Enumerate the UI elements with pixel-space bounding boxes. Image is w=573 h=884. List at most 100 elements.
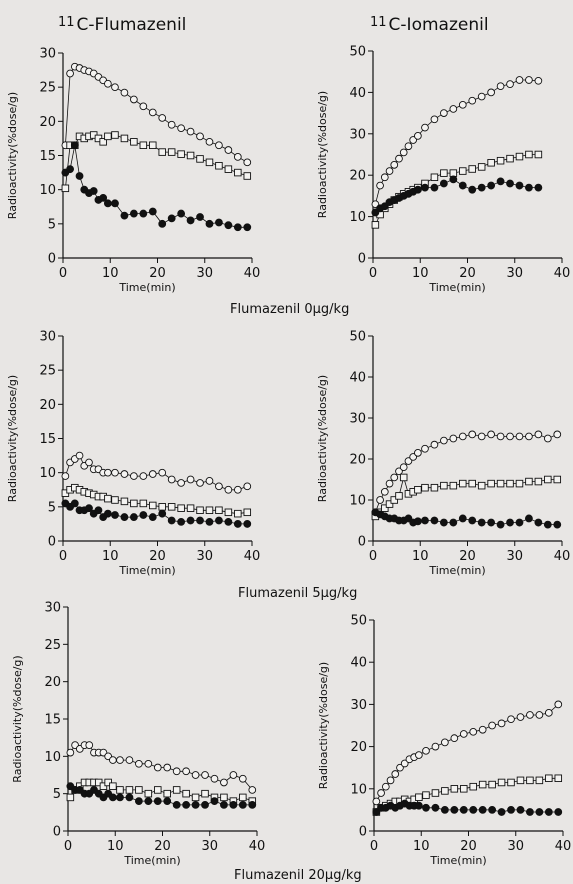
data-point-open-square <box>431 789 440 797</box>
data-point-filled-circle <box>487 518 496 527</box>
data-point-filled-circle <box>134 797 143 806</box>
data-point-open-circle <box>186 475 195 484</box>
data-point-open-circle <box>399 463 408 472</box>
data-point-open-circle <box>229 771 238 779</box>
data-point-open-circle <box>450 734 459 743</box>
y-tick-label: 10 <box>350 782 367 797</box>
data-point-open-square <box>440 481 448 490</box>
data-point-filled-circle <box>139 209 148 218</box>
data-point-filled-circle <box>458 514 467 523</box>
data-point-filled-circle <box>506 179 514 188</box>
panel-iomazenil-20: 0 10 20 30 40 50 0 10 20 30 40 Time(min) Radioactivi… <box>317 614 571 868</box>
data-point-open-circle <box>243 158 252 167</box>
data-point-open-circle <box>376 496 384 504</box>
data-point-filled-circle <box>148 207 157 216</box>
y-tick-label: 50 <box>350 614 367 629</box>
data-point-open-square <box>545 774 553 783</box>
data-point-open-square <box>468 479 476 488</box>
data-point-open-circle <box>376 181 384 190</box>
data-point-open-square <box>177 150 185 158</box>
data-point-open-square <box>172 786 181 794</box>
data-point-open-square <box>149 141 157 149</box>
x-tick-label: 20 <box>459 549 476 564</box>
y-tick-label: 5 <box>48 217 56 232</box>
data-point-open-square <box>144 789 153 798</box>
data-point-filled-circle <box>477 183 486 192</box>
data-point-filled-circle <box>422 803 430 812</box>
column-title-iomazenil: 11 C-Iomazenil <box>370 15 489 35</box>
data-point-filled-circle <box>414 801 423 810</box>
data-point-open-circle <box>177 124 185 133</box>
data-point-open-circle <box>496 432 505 441</box>
y-tick-label: 20 <box>349 453 366 468</box>
data-point-open-circle <box>459 730 468 738</box>
data-point-filled-circle <box>534 518 543 527</box>
data-point-open-square <box>381 504 389 512</box>
data-point-filled-circle <box>469 806 478 814</box>
data-point-open-circle <box>496 82 505 91</box>
data-point-open-circle <box>421 444 429 453</box>
data-point-open-square <box>399 473 408 482</box>
data-point-filled-circle <box>488 806 497 814</box>
x-tick-label: 0 <box>369 266 377 281</box>
data-point-open-circle <box>205 137 214 146</box>
data-point-filled-circle <box>210 797 219 806</box>
data-point-open-square <box>544 475 552 484</box>
x-tick-label: 30 <box>506 266 523 281</box>
data-point-open-circle <box>233 485 242 494</box>
data-point-open-square <box>182 789 190 798</box>
data-point-open-circle <box>404 142 413 151</box>
data-point-filled-circle <box>238 800 247 809</box>
data-point-open-square <box>421 483 429 492</box>
data-point-filled-circle <box>543 520 552 529</box>
data-point-open-square <box>515 152 524 161</box>
y-tick-label: 15 <box>39 149 56 164</box>
y-tick-label: 10 <box>349 494 366 509</box>
data-point-open-square <box>154 786 162 794</box>
data-point-open-square <box>390 496 399 504</box>
data-point-open-circle <box>478 725 487 734</box>
x-tick-label: 0 <box>370 839 378 854</box>
data-point-open-circle <box>380 487 389 496</box>
data-point-open-circle <box>385 479 394 488</box>
data-point-open-square <box>196 155 204 163</box>
x-tick-label: 0 <box>64 839 72 854</box>
data-point-open-circle <box>525 76 533 84</box>
data-point-open-square <box>422 791 430 799</box>
x-tick-label: 20 <box>149 549 166 564</box>
data-point-open-square <box>111 131 119 139</box>
data-point-open-square <box>220 793 228 802</box>
x-tick-label: 30 <box>196 266 213 281</box>
data-point-open-circle <box>534 76 543 85</box>
data-point-open-circle <box>233 153 242 161</box>
data-point-filled-circle <box>468 516 477 525</box>
data-point-open-circle <box>215 141 223 150</box>
data-point-filled-circle <box>70 141 79 150</box>
data-point-filled-circle <box>515 518 524 527</box>
data-point-filled-circle <box>516 806 525 814</box>
data-point-open-circle <box>390 473 399 482</box>
data-point-filled-circle <box>99 193 108 202</box>
x-tick-label: 10 <box>412 549 429 564</box>
data-point-filled-circle <box>144 797 153 806</box>
data-point-open-square <box>488 780 496 789</box>
y-tick-label: 50 <box>349 330 366 345</box>
x-tick-label: 30 <box>196 549 213 564</box>
data-point-open-circle <box>544 708 553 717</box>
data-point-open-square <box>526 776 534 785</box>
x-tick-label: 0 <box>59 549 67 564</box>
data-point-open-square <box>149 501 157 510</box>
data-point-open-square <box>506 479 514 488</box>
data-point-open-circle <box>515 76 524 84</box>
data-point-filled-circle <box>120 513 129 521</box>
data-point-open-circle <box>61 472 70 480</box>
data-point-filled-circle <box>515 181 524 190</box>
dose-label-2: Flumazenil 20μg/kg <box>234 868 362 883</box>
data-point-open-circle <box>120 470 129 478</box>
data-point-filled-circle <box>439 518 448 527</box>
x-tick-label: 0 <box>59 266 67 281</box>
data-point-filled-circle <box>421 516 429 525</box>
y-tick-label: 30 <box>39 330 56 345</box>
data-point-open-circle <box>158 468 167 477</box>
data-point-filled-circle <box>153 797 162 806</box>
